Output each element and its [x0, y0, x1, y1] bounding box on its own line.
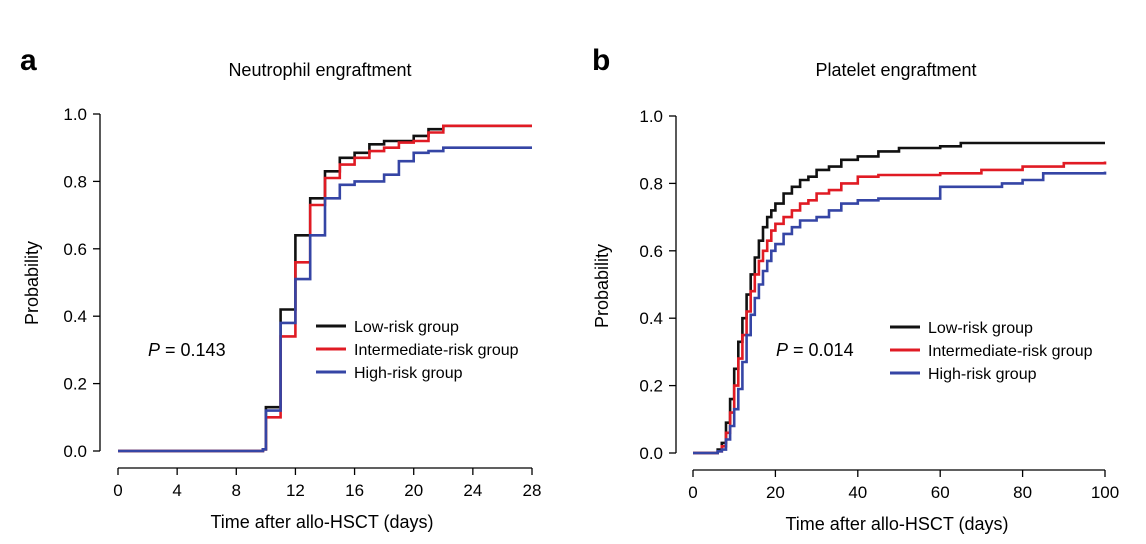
p-value-b: P = 0.014	[776, 340, 854, 360]
y-tick-label-a: 0.4	[63, 307, 87, 326]
legend-label-a-3: High-risk group	[354, 365, 463, 382]
legend-b: Low-risk group Intermediate-risk group Hig…	[890, 320, 1093, 383]
x-tick-label-b: 60	[931, 483, 950, 502]
p-value-a: P = 0.143	[148, 340, 226, 360]
x-tick-label-b: 0	[688, 483, 697, 502]
series-line-a-2	[118, 124, 532, 453]
axes-b: 0 20 40 60 80 100 0.0 0.2 0.4 0.6 0.8 1.0	[639, 107, 1119, 502]
x-tick-label-a: 0	[113, 481, 122, 500]
x-tick-label-a: 20	[404, 481, 423, 500]
panel-letter-b: b	[592, 44, 610, 77]
x-axis-label-a: Time after allo-HSCT (days)	[210, 512, 433, 532]
y-tick-label-a: 0.8	[63, 172, 87, 191]
y-tick-label-b: 0.2	[639, 377, 663, 396]
x-tick-label-a: 8	[232, 481, 241, 500]
series-group-b	[693, 141, 1107, 455]
legend-label-b-3: High-risk group	[928, 366, 1037, 383]
x-tick-label-a: 4	[172, 481, 181, 500]
legend-label-b-1: Low-risk group	[928, 320, 1033, 337]
chart-panel-a: a Neutrophil engraftment Probability Tim…	[20, 44, 541, 532]
panel-letter-a: a	[20, 44, 37, 77]
y-axis-label-b: Probability	[592, 244, 612, 328]
y-tick-label-a: 0.6	[63, 240, 87, 259]
y-tick-label-b: 0.6	[639, 242, 663, 261]
series-group-a	[118, 124, 532, 453]
series-line-b-3	[693, 171, 1107, 455]
chart-title-b: Platelet engraftment	[815, 60, 976, 80]
x-tick-label-b: 20	[766, 483, 785, 502]
chart-title-a: Neutrophil engraftment	[228, 60, 411, 80]
x-tick-label-a: 12	[286, 481, 305, 500]
legend-a: Low-risk group Intermediate-risk group Hig…	[316, 319, 519, 382]
y-tick-label-b: 1.0	[639, 107, 663, 126]
legend-label-a-1: Low-risk group	[354, 319, 459, 336]
series-line-a-1	[118, 124, 532, 453]
x-tick-label-b: 100	[1091, 483, 1119, 502]
y-tick-label-b: 0.0	[639, 444, 663, 463]
y-tick-label-b: 0.8	[639, 174, 663, 193]
x-tick-label-b: 40	[848, 483, 867, 502]
x-tick-label-a: 16	[345, 481, 364, 500]
y-tick-label-b: 0.4	[639, 309, 663, 328]
y-tick-label-a: 1.0	[63, 105, 87, 124]
x-tick-label-a: 24	[463, 481, 482, 500]
x-axis-label-b: Time after allo-HSCT (days)	[785, 514, 1008, 534]
x-tick-label-b: 80	[1013, 483, 1032, 502]
chart-panel-b: b Platelet engraftment Probability Time …	[592, 44, 1119, 534]
x-tick-label-a: 28	[523, 481, 542, 500]
y-tick-label-a: 0.0	[63, 442, 87, 461]
axes-a: 0 4 8 12 16 20 24 28 0.0 0.2 0.4 0.6 0.8 1.0	[63, 105, 541, 500]
y-tick-label-a: 0.2	[63, 375, 87, 394]
series-line-b-2	[693, 161, 1107, 455]
y-axis-label-a: Probability	[22, 241, 42, 325]
series-line-a-3	[118, 146, 532, 453]
legend-label-b-2: Intermediate-risk group	[928, 343, 1093, 360]
legend-label-a-2: Intermediate-risk group	[354, 342, 519, 359]
